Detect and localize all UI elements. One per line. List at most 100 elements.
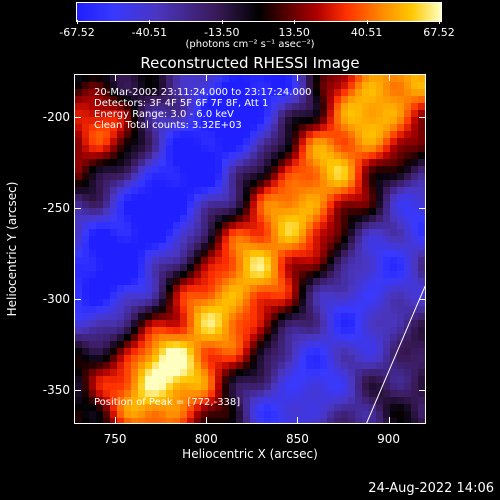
- heatmap-cell: [292, 236, 300, 244]
- heatmap-cell: [404, 187, 412, 195]
- heatmap-cell: [82, 159, 90, 167]
- heatmap-cell: [222, 82, 230, 90]
- heatmap-cell: [75, 250, 83, 258]
- heatmap-cell: [369, 243, 377, 251]
- heatmap-cell: [82, 236, 90, 244]
- heatmap-cell: [376, 103, 384, 111]
- heatmap-cell: [264, 327, 272, 335]
- heatmap-cell: [411, 180, 419, 188]
- heatmap-cell: [215, 355, 223, 363]
- heatmap-cell: [208, 131, 216, 139]
- heatmap-cell: [110, 82, 118, 90]
- heatmap-cell: [271, 229, 279, 237]
- heatmap-cell: [145, 194, 153, 202]
- heatmap-cell: [383, 362, 391, 370]
- heatmap-cell: [397, 173, 405, 181]
- heatmap-cell: [264, 166, 272, 174]
- heatmap-cell: [145, 257, 153, 265]
- heatmap-cell: [264, 285, 272, 293]
- heatmap-cell: [278, 145, 286, 153]
- heatmap-cell: [383, 320, 391, 328]
- heatmap-cell: [117, 404, 125, 412]
- heatmap-cell: [327, 145, 335, 153]
- heatmap-cell: [229, 355, 237, 363]
- heatmap-cell: [138, 166, 146, 174]
- heatmap-cell: [138, 145, 146, 153]
- heatmap-cell: [236, 341, 244, 349]
- heatmap-cell: [250, 215, 258, 223]
- heatmap-cell: [264, 96, 272, 104]
- heatmap-cell: [250, 341, 258, 349]
- heatmap-cell: [320, 264, 328, 272]
- heatmap-cell: [194, 341, 202, 349]
- heatmap-cell: [362, 229, 370, 237]
- heatmap-cell: [313, 390, 321, 398]
- heatmap-cell: [418, 222, 425, 230]
- heatmap-cell: [145, 411, 153, 419]
- heatmap-cell: [299, 397, 307, 405]
- heatmap-cell: [285, 355, 293, 363]
- heatmap-cell: [390, 348, 398, 356]
- heatmap-cell: [194, 110, 202, 118]
- heatmap-cell: [89, 243, 97, 251]
- heatmap-cell: [285, 306, 293, 314]
- heatmap-cell: [180, 152, 188, 160]
- heatmap-cell: [159, 327, 167, 335]
- heatmap-cell: [166, 215, 174, 223]
- heatmap-cell: [264, 313, 272, 321]
- heatmap-cell: [397, 250, 405, 258]
- heatmap-cell: [355, 411, 363, 419]
- heatmap-cell: [89, 208, 97, 216]
- heatmap-cell: [306, 110, 314, 118]
- heatmap-cell: [320, 180, 328, 188]
- heatmap-cell: [152, 341, 160, 349]
- heatmap-cell: [362, 166, 370, 174]
- heatmap-cell: [166, 250, 174, 258]
- heatmap-cell: [194, 243, 202, 251]
- heatmap-cell: [201, 418, 209, 423]
- heatmap-cell: [411, 187, 419, 195]
- heatmap-cell: [180, 201, 188, 209]
- heatmap-cell: [292, 243, 300, 251]
- heatmap-cell: [278, 334, 286, 342]
- heatmap-cell: [285, 257, 293, 265]
- heatmap-cell: [362, 418, 370, 423]
- heatmap-cell: [194, 222, 202, 230]
- heatmap-cell: [285, 124, 293, 132]
- heatmap-cell: [383, 187, 391, 195]
- heatmap-cell: [166, 334, 174, 342]
- heatmap-cell: [278, 215, 286, 223]
- heatmap-cell: [306, 222, 314, 230]
- heatmap-cell: [369, 75, 377, 83]
- heatmap-cell: [173, 96, 181, 104]
- heatmap-cell: [404, 75, 412, 83]
- heatmap-cell: [89, 250, 97, 258]
- heatmap-cell: [166, 222, 174, 230]
- heatmap-cell: [117, 103, 125, 111]
- heatmap-cell: [103, 117, 111, 125]
- heatmap-cell: [243, 159, 251, 167]
- heatmap-cell: [152, 278, 160, 286]
- heatmap-cell: [285, 264, 293, 272]
- heatmap-cell: [327, 411, 335, 419]
- heatmap-cell: [390, 215, 398, 223]
- heatmap-cell: [243, 362, 251, 370]
- heatmap-cell: [159, 159, 167, 167]
- heatmap-cell: [138, 271, 146, 279]
- heatmap-cell: [243, 306, 251, 314]
- heatmap-cell: [250, 208, 258, 216]
- heatmap-cell: [173, 222, 181, 230]
- heatmap-cell: [355, 397, 363, 405]
- heatmap-cell: [124, 320, 132, 328]
- heatmap-cell: [271, 362, 279, 370]
- heatmap-cell: [222, 334, 230, 342]
- heatmap-cell: [376, 229, 384, 237]
- heatmap-cell: [418, 159, 425, 167]
- heatmap-cell: [124, 404, 132, 412]
- heatmap-cell: [306, 89, 314, 97]
- heatmap-cell: [166, 180, 174, 188]
- heatmap-cell: [411, 201, 419, 209]
- heatmap-cell: [166, 397, 174, 405]
- heatmap-cell: [229, 89, 237, 97]
- heatmap-cell: [180, 264, 188, 272]
